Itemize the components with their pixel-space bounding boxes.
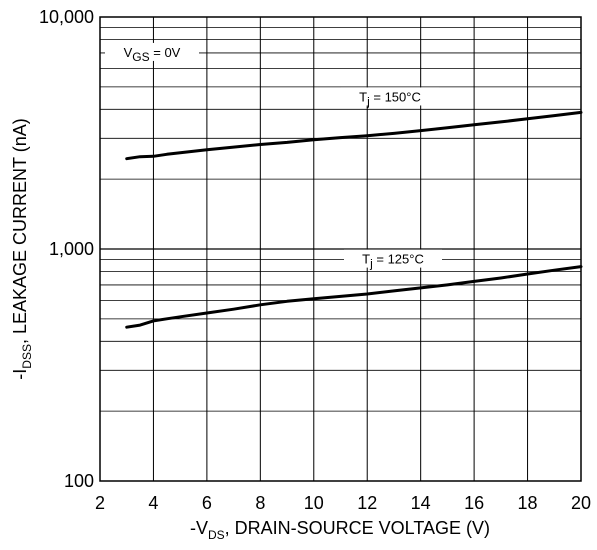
- series-label-150: Tj = 150°C: [359, 89, 421, 108]
- x-tick-label: 16: [464, 493, 484, 513]
- annotation-layer: VGS = 0V Tj = 150°C Tj = 125°C: [105, 42, 442, 271]
- vgs-condition-label-bg: [105, 42, 199, 61]
- x-tick-label: 2: [95, 493, 105, 513]
- series-line-125: [125, 265, 583, 329]
- plot-frame: [99, 16, 582, 482]
- series-label-125: Tj = 125°C: [362, 252, 424, 271]
- x-tick-label: 14: [411, 493, 431, 513]
- x-tick-label: 20: [571, 493, 591, 513]
- y-tick-labels: 100 1,000 10,000: [39, 7, 94, 491]
- minor-grid: [100, 27, 581, 412]
- x-tick-label: 8: [255, 493, 265, 513]
- y-tick-label: 100: [64, 471, 94, 491]
- y-axis-label: -IDSS, LEAKAGE CURRENT (nA): [10, 118, 34, 379]
- x-axis-label: -VDS, DRAIN-SOURCE VOLTAGE (V): [190, 518, 490, 542]
- x-tick-labels: 2 4 6 8 10 12 14 16 18 20: [95, 493, 591, 513]
- x-tick-label: 10: [304, 493, 324, 513]
- y-tick-label: 1,000: [49, 239, 94, 259]
- series-label-125-bg: [344, 249, 442, 268]
- x-tick-label: 4: [148, 493, 158, 513]
- x-tick-label: 12: [357, 493, 377, 513]
- y-tick-label: 10,000: [39, 7, 94, 27]
- series-line-150: [125, 110, 583, 161]
- series-label-150-bg: [341, 87, 439, 106]
- vgs-condition-label: VGS = 0V: [124, 45, 181, 64]
- x-tick-label: 6: [202, 493, 212, 513]
- series-layer: [125, 110, 583, 329]
- x-tick-label: 18: [518, 493, 538, 513]
